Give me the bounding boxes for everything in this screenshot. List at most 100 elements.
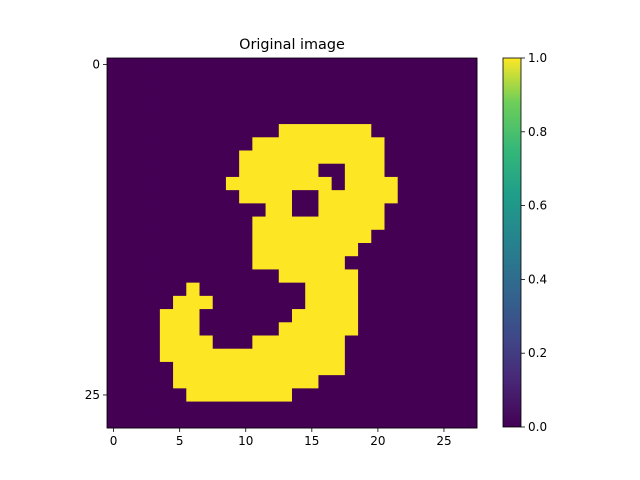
heatmap-cell <box>159 256 174 270</box>
heatmap-cell <box>225 348 240 363</box>
heatmap-cell <box>318 309 333 323</box>
heatmap-cell <box>344 84 359 99</box>
heatmap-cell <box>397 322 412 336</box>
heatmap-cell <box>199 124 214 138</box>
heatmap-cell <box>331 309 346 323</box>
heatmap-cell <box>278 282 293 297</box>
heatmap-cell <box>344 124 359 138</box>
heatmap-cell <box>199 176 214 191</box>
heatmap-cell <box>331 256 346 270</box>
heatmap-cell <box>397 269 412 284</box>
heatmap-cell <box>450 58 465 72</box>
heatmap-cell <box>107 58 121 72</box>
heatmap-cell <box>358 348 372 363</box>
heatmap-cell <box>133 163 148 178</box>
x-tick-label: 15 <box>304 434 319 448</box>
heatmap-cell <box>133 137 148 151</box>
heatmap-cell <box>331 269 346 284</box>
heatmap-cell <box>437 243 451 257</box>
heatmap-cell <box>463 176 478 191</box>
heatmap-cell <box>120 216 134 231</box>
heatmap-cell <box>199 110 214 125</box>
heatmap-cell <box>159 58 174 72</box>
heatmap-cell <box>331 348 346 363</box>
heatmap-cell <box>159 150 174 165</box>
heatmap-cell <box>278 150 293 165</box>
heatmap-cell <box>397 295 412 310</box>
heatmap-cell <box>173 348 187 363</box>
heatmap-cell <box>358 309 372 323</box>
heatmap-cell <box>199 375 214 389</box>
heatmap-cell <box>450 295 465 310</box>
heatmap-cell <box>186 322 200 336</box>
heatmap-cell <box>450 110 465 125</box>
heatmap-cell <box>318 176 333 191</box>
heatmap-cell <box>278 361 293 376</box>
heatmap-cell <box>173 243 187 257</box>
heatmap-cell <box>384 137 399 151</box>
heatmap-cell <box>305 414 319 429</box>
heatmap-cell <box>252 269 266 284</box>
heatmap-cell <box>278 97 293 112</box>
heatmap-cell <box>146 71 161 85</box>
heatmap-cell <box>199 137 214 151</box>
heatmap-cell <box>424 401 438 416</box>
heatmap-cell <box>292 84 306 99</box>
heatmap-cell <box>225 97 240 112</box>
heatmap-cell <box>450 84 465 99</box>
heatmap-cell <box>437 414 451 429</box>
heatmap-cell <box>173 150 187 165</box>
heatmap-cell <box>424 335 438 350</box>
heatmap-cell <box>344 203 359 217</box>
heatmap-cell <box>437 388 451 402</box>
heatmap-cell <box>410 388 425 402</box>
heatmap-cell <box>252 309 266 323</box>
heatmap-cell <box>252 295 266 310</box>
heatmap-cell <box>107 110 121 125</box>
colorbar-tick-label: 0.8 <box>528 125 547 139</box>
heatmap-cell <box>278 335 293 350</box>
heatmap-cell <box>225 322 240 336</box>
heatmap-cell <box>437 322 451 336</box>
heatmap-cell <box>212 216 227 231</box>
heatmap-cell <box>252 150 266 165</box>
heatmap-cell <box>358 335 372 350</box>
heatmap-cell <box>410 229 425 244</box>
heatmap-cell <box>239 163 253 178</box>
heatmap-cell <box>358 414 372 429</box>
heatmap-cell <box>265 216 280 231</box>
heatmap-cell <box>331 124 346 138</box>
heatmap-cell <box>133 282 148 297</box>
heatmap-cell <box>397 58 412 72</box>
heatmap-cell <box>252 361 266 376</box>
heatmap-cell <box>212 295 227 310</box>
heatmap-cell <box>384 388 399 402</box>
heatmap-cell <box>410 137 425 151</box>
heatmap-cell <box>120 110 134 125</box>
heatmap-cell <box>463 295 478 310</box>
heatmap-cell <box>331 176 346 191</box>
heatmap-cell <box>463 71 478 85</box>
heatmap-cell <box>437 282 451 297</box>
heatmap-cell <box>225 243 240 257</box>
heatmap-cell <box>410 176 425 191</box>
chart-title: Original image <box>239 37 345 53</box>
heatmap-cell <box>463 348 478 363</box>
heatmap-cell <box>331 243 346 257</box>
heatmap-cell <box>358 190 372 204</box>
heatmap-cell <box>410 414 425 429</box>
heatmap-cell <box>186 375 200 389</box>
heatmap-cell <box>133 110 148 125</box>
heatmap-cell <box>358 110 372 125</box>
heatmap-cell <box>199 190 214 204</box>
heatmap-cell <box>450 256 465 270</box>
heatmap-cell <box>424 414 438 429</box>
heatmap-cell <box>239 71 253 85</box>
heatmap-cell <box>344 216 359 231</box>
heatmap-cell <box>371 97 385 112</box>
heatmap-cell <box>344 309 359 323</box>
heatmap-cell <box>463 124 478 138</box>
heatmap-cell <box>173 110 187 125</box>
heatmap-cell <box>358 322 372 336</box>
heatmap-cell <box>252 137 266 151</box>
